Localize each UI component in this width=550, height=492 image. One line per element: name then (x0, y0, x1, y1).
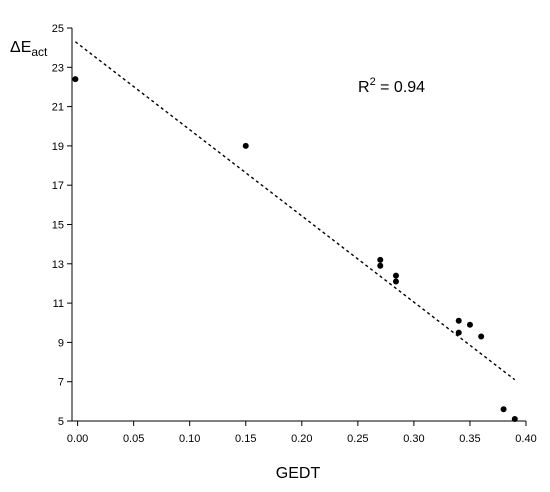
y-tick-label: 15 (52, 220, 64, 232)
x-tick-label: 0.20 (291, 433, 312, 445)
x-tick-label: 0.30 (403, 433, 424, 445)
data-point (455, 329, 462, 336)
y-tick-label: 13 (52, 259, 64, 271)
fit-line-group (74, 41, 516, 381)
data-point (511, 416, 518, 423)
data-point (242, 142, 249, 149)
y-tick-label: 5 (58, 416, 64, 428)
x-tick-label: 0.40 (515, 433, 536, 445)
y-axis-title-main: ΔE (10, 39, 31, 56)
x-tick-label: 0.05 (123, 433, 144, 445)
x-tick-label: 0.15 (235, 433, 256, 445)
y-tick-label: 11 (53, 298, 64, 310)
y-axis-title: ΔEact (10, 39, 48, 59)
y-tick-label: 7 (58, 377, 64, 389)
data-point (392, 272, 399, 279)
r-squared-annotation: R2 = 0.94 (358, 76, 425, 96)
y-tick-label: 17 (52, 180, 64, 192)
data-point (392, 278, 399, 285)
data-point (377, 262, 384, 269)
axes: 5 7 9 11 13 15 17 19 21 23 25 0.00 0.05 0.10 0.15 0.20 0… (52, 23, 537, 445)
r-squared-rest: = 0.94 (376, 79, 425, 96)
x-tick-label: 0.35 (459, 433, 480, 445)
y-tick-label: 21 (52, 102, 64, 114)
y-axis-title-sub: act (31, 45, 48, 59)
y-tick-label: 9 (58, 337, 64, 349)
data-point (500, 406, 507, 413)
data-points (72, 76, 518, 423)
fit-line (74, 41, 516, 381)
data-point (466, 321, 473, 328)
data-point (455, 317, 462, 324)
x-axis-title: GEDT (276, 465, 321, 482)
y-tick-label: 25 (52, 23, 64, 35)
y-tick-label: 19 (52, 141, 64, 153)
x-tick-label: 0.10 (179, 433, 200, 445)
data-point (478, 333, 485, 340)
r-squared-base: R (358, 79, 370, 96)
x-tick-label: 0.25 (347, 433, 368, 445)
r-squared-sup: 2 (370, 76, 376, 88)
data-point (72, 76, 79, 83)
y-tick-label: 23 (52, 62, 64, 74)
x-tick-label: 0.00 (67, 433, 88, 445)
data-point (377, 256, 384, 263)
